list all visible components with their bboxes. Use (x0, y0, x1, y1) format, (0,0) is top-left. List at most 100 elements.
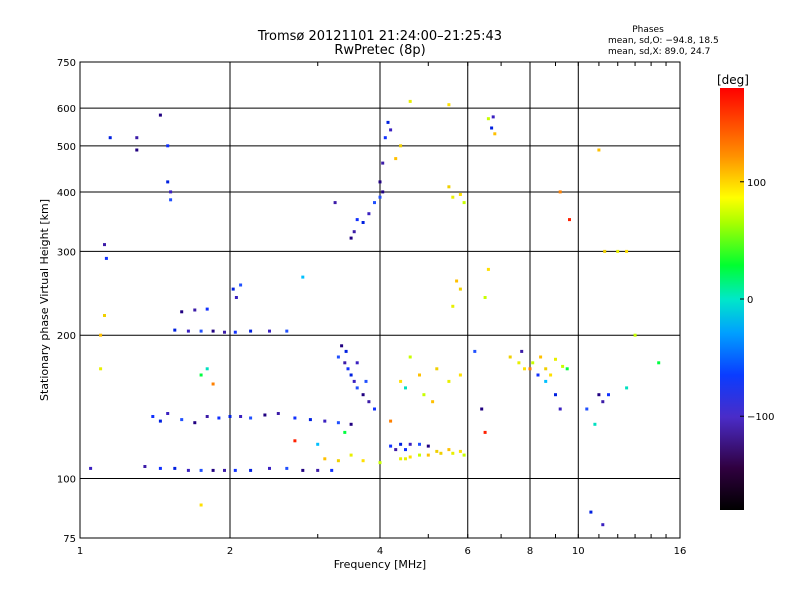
data-point (268, 329, 271, 333)
data-point (593, 422, 597, 426)
data-point (539, 355, 543, 359)
data-point (565, 367, 569, 371)
data-point (386, 120, 390, 124)
data-point (483, 430, 487, 434)
x-axis-label: Frequency [MHz] (334, 558, 426, 571)
data-point (228, 415, 232, 418)
data-point (520, 349, 524, 353)
data-point (389, 444, 393, 448)
data-point (458, 449, 462, 453)
data-point (330, 468, 334, 472)
data-point (323, 457, 327, 461)
data-point (361, 393, 365, 397)
data-point (408, 355, 412, 359)
data-point (99, 333, 103, 337)
data-point (408, 99, 412, 103)
data-point (340, 344, 344, 348)
data-point (536, 373, 540, 377)
data-point (589, 510, 593, 514)
data-point (336, 459, 340, 463)
data-point (103, 314, 106, 317)
data-point (199, 329, 203, 333)
y-tick-label: 200 (57, 331, 76, 342)
data-point (451, 451, 455, 455)
data-point (483, 296, 487, 299)
data-point (135, 136, 139, 140)
stats-x: mean, sd,X: 89.0, 24.7 (608, 47, 710, 57)
data-point (523, 367, 526, 371)
data-point (378, 180, 382, 184)
data-point (276, 412, 280, 415)
data-point (186, 329, 190, 333)
data-points (89, 99, 661, 527)
data-point (364, 379, 368, 383)
data-point (389, 128, 393, 132)
data-point (603, 249, 607, 253)
data-point (349, 373, 353, 377)
data-point (451, 195, 455, 199)
data-point (657, 361, 661, 365)
data-point (458, 373, 462, 377)
data-point (104, 256, 108, 260)
data-point (544, 379, 548, 383)
y-tick-label: 100 (57, 475, 76, 486)
data-point (597, 393, 601, 397)
chart-title: Tromsø 20121101 21:24:00–21:25:43 (257, 29, 502, 44)
data-point (625, 249, 629, 253)
y-tick-label: 750 (57, 58, 76, 69)
data-point (143, 465, 147, 468)
data-point (558, 407, 562, 411)
data-point (561, 364, 565, 368)
data-point (378, 461, 382, 465)
data-point (99, 367, 103, 371)
data-point (373, 407, 376, 411)
data-point (166, 180, 170, 184)
data-point (616, 249, 620, 253)
data-point (528, 367, 532, 371)
data-point (422, 393, 426, 397)
data-point (601, 400, 605, 404)
stats-o: mean, sd,O: −94.8, 18.5 (608, 36, 719, 46)
data-point (180, 310, 184, 314)
data-point (205, 415, 209, 418)
data-point (558, 190, 562, 194)
y-tick-label: 75 (63, 534, 76, 545)
data-point (166, 412, 170, 415)
data-point (239, 283, 243, 287)
axes: 1 2 4 6 8 10 16 75 100 200 300 400 500 600 750 (57, 58, 686, 557)
data-point (316, 468, 320, 472)
data-point (435, 367, 439, 371)
data-point (158, 419, 162, 423)
data-point (601, 523, 605, 527)
data-point (89, 466, 93, 470)
data-point (285, 466, 289, 470)
y-axis-label: Stationary phase Virtual Height [km] (38, 199, 51, 401)
colorbar-tick-label: 100 (747, 178, 766, 189)
data-point (205, 307, 209, 311)
data-point (233, 468, 237, 472)
data-point (554, 357, 557, 361)
y-tick-label: 400 (57, 188, 76, 199)
y-tick-label: 500 (57, 142, 76, 153)
data-point (490, 126, 494, 130)
data-point (399, 442, 403, 446)
data-point (585, 407, 589, 411)
data-point (361, 459, 365, 463)
data-point (404, 457, 407, 461)
data-point (493, 132, 497, 136)
data-point (343, 430, 347, 434)
data-point (316, 442, 320, 446)
data-point (447, 379, 451, 383)
data-point (268, 466, 271, 470)
data-point (447, 103, 451, 107)
data-point (451, 304, 455, 308)
data-point (199, 373, 203, 377)
colorbar-label: [deg] (717, 73, 749, 87)
data-point (531, 361, 535, 365)
data-point (554, 393, 557, 397)
data-point (399, 379, 403, 383)
data-point (408, 455, 412, 459)
data-point (173, 328, 177, 332)
data-point (352, 379, 356, 383)
